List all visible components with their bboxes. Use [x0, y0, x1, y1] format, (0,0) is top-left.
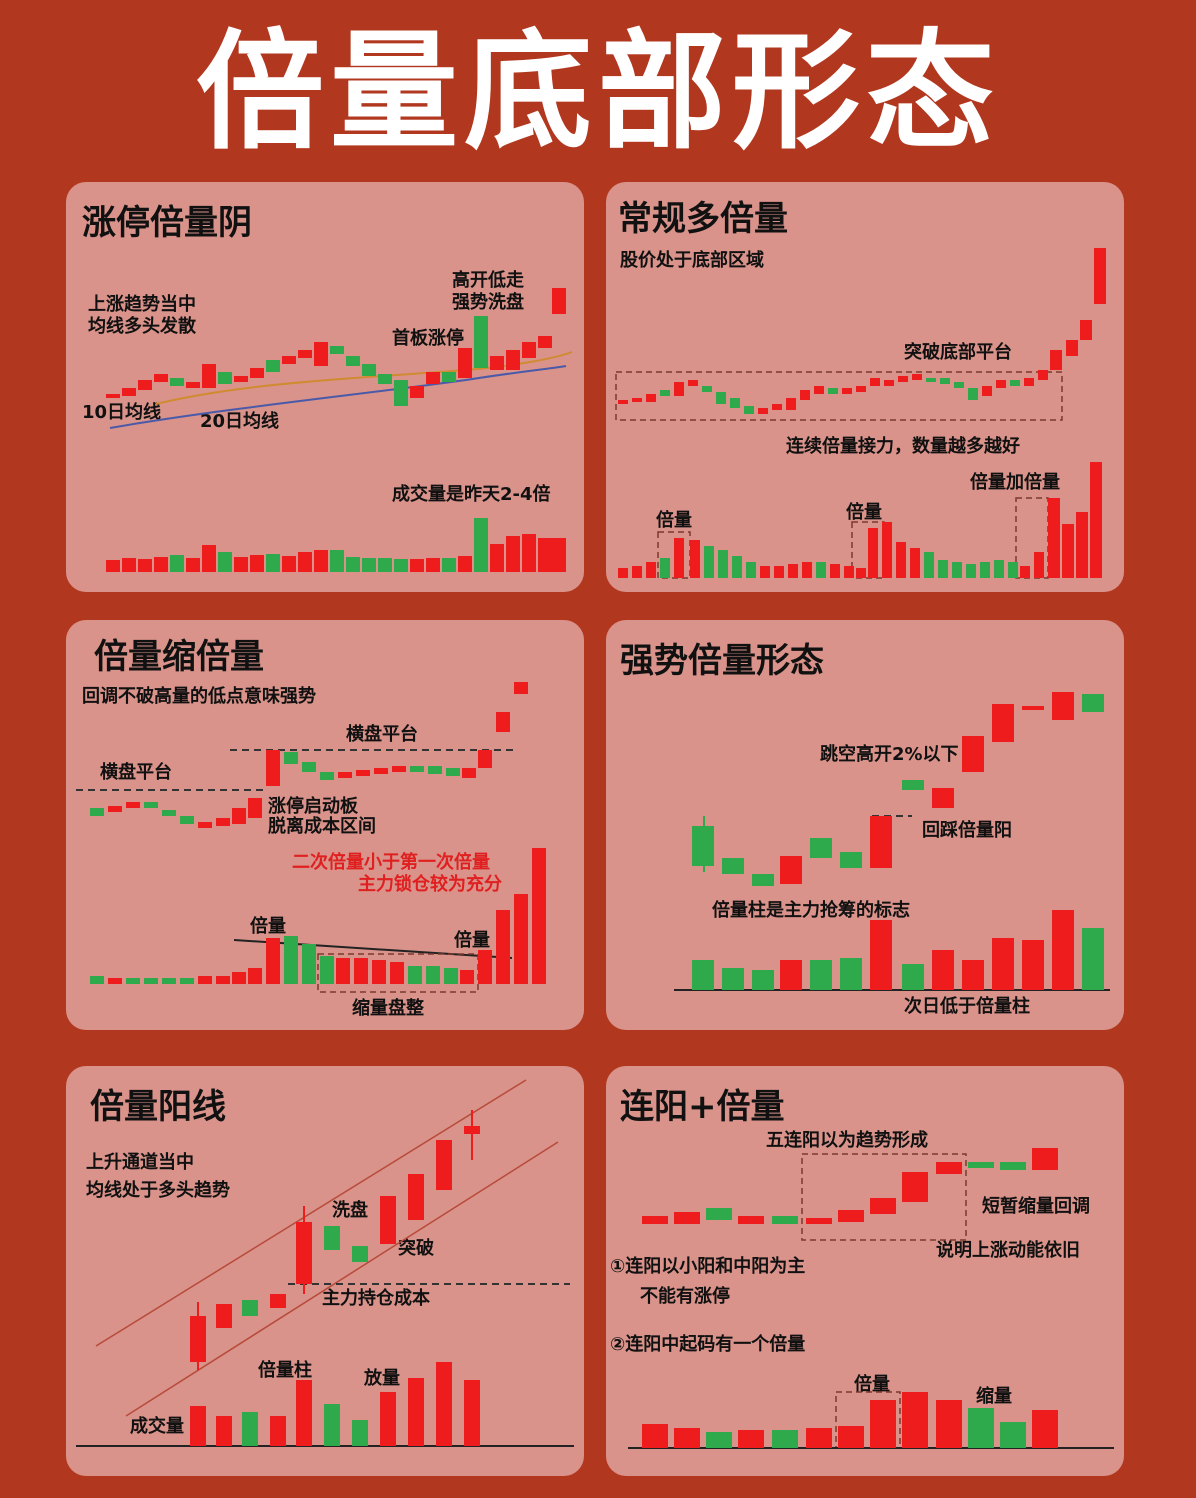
- annotation: 说明上涨动能依旧: [936, 1239, 1080, 1261]
- panel-lianyang-beiliang: 连阳+倍量 五连阳以为趋势形成 短暂缩量回调 说明上涨动能依旧 ①连阳以小阳和中…: [606, 1066, 1124, 1476]
- annotation: 倍量: [656, 509, 692, 531]
- annotation: 主力锁仓较为充分: [358, 873, 502, 895]
- annotation: 强势洗盘: [452, 291, 524, 313]
- annotation: 突破: [398, 1237, 434, 1259]
- annotation: 倍量柱是主力抢筹的标志: [712, 899, 910, 921]
- annotation: 倍量: [454, 929, 490, 951]
- ma20-line: [109, 365, 567, 429]
- annotation: 洗盘: [332, 1199, 368, 1221]
- panel-3-diagram: 倍量缩倍量 回调不破高量的低点意味强势 横盘平台 横盘平台 涨停启动板 脱离成本…: [76, 637, 546, 1019]
- candlesticks: [190, 1110, 480, 1370]
- panel-zhangting-beiliang-yin: 涨停倍量阴 上涨趋势当中 均线多头发散 10日均线 20日均线 首板涨停 高开低…: [66, 182, 584, 592]
- annotation: 倍量加倍量: [970, 471, 1060, 493]
- panel-title: 倍量缩倍量: [94, 637, 264, 677]
- bottom-platform-box: [615, 371, 1063, 421]
- volume-trend-line: [233, 939, 513, 959]
- annotation: 成交量是昨天2-4倍: [392, 483, 551, 505]
- ma10-line: [155, 351, 573, 405]
- panel-title: 连阳+倍量: [620, 1087, 785, 1127]
- annotation: 五连阳以为趋势形成: [766, 1129, 928, 1151]
- annotation: 短暂缩量回调: [982, 1195, 1090, 1217]
- panel-6-diagram: 连阳+倍量 五连阳以为趋势形成 短暂缩量回调 说明上涨动能依旧 ①连阳以小阳和中…: [610, 1087, 1114, 1449]
- volume-bars: [106, 518, 566, 572]
- panel-changgui-duo-beiliang: 常规多倍量 股价处于底部区域 突破底部平台 连续倍量接力，数量越多越好 倍量加倍…: [606, 182, 1124, 592]
- annotation: 主力持仓成本: [322, 1287, 430, 1309]
- panel-5-diagram: 倍量阳线 上升通道当中 均线处于多头趋势 洗盘 突破 主力持仓成本 倍量柱 放量…: [76, 1079, 574, 1447]
- panel-title: 涨停倍量阴: [82, 203, 252, 243]
- annotation: 倍量: [854, 1373, 890, 1395]
- annotation: 均线多头发散: [88, 315, 197, 337]
- volume-bars: [90, 848, 546, 984]
- main-title: 倍量底部形态: [195, 18, 1000, 167]
- candlesticks: [618, 248, 1106, 414]
- annotation: 均线处于多头趋势: [86, 1179, 230, 1201]
- volume-bars: [692, 910, 1104, 990]
- panel-title: 倍量阳线: [90, 1087, 226, 1127]
- panel-title: 强势倍量形态: [620, 641, 824, 681]
- annotation: 倍量: [846, 501, 882, 523]
- candlesticks: [90, 682, 528, 828]
- annotation: 连续倍量接力，数量越多越好: [786, 435, 1020, 457]
- annotation: 横盘平台: [346, 723, 418, 745]
- channel-lower: [125, 1141, 559, 1417]
- annotation: 涨停启动板: [268, 795, 359, 817]
- annotation: 次日低于倍量柱: [904, 995, 1030, 1017]
- annotation: 突破底部平台: [904, 341, 1012, 363]
- panel-1-diagram: 涨停倍量阴 上涨趋势当中 均线多头发散 10日均线 20日均线 首板涨停 高开低…: [82, 203, 573, 572]
- annotation: 不能有涨停: [640, 1285, 730, 1307]
- annotation: 首板涨停: [392, 327, 464, 349]
- annotation: 横盘平台: [100, 761, 172, 783]
- shrink-volume-box: [317, 953, 479, 993]
- annotation: 回踩倍量阳: [922, 819, 1012, 841]
- annotation: 缩量: [976, 1385, 1012, 1407]
- annotation: 跳空高开2%以下: [820, 743, 959, 765]
- annotation: 股价处于底部区域: [619, 249, 764, 271]
- annotation: 上升通道当中: [86, 1151, 194, 1173]
- annotation: 倍量柱: [258, 1359, 312, 1381]
- panel-title: 常规多倍量: [618, 199, 788, 239]
- panel-2-diagram: 常规多倍量 股价处于底部区域 突破底部平台 连续倍量接力，数量越多越好 倍量加倍…: [615, 199, 1106, 579]
- candlesticks: [692, 692, 1104, 886]
- annotation: 二次倍量小于第一次倍量: [292, 851, 490, 873]
- annotation: 缩量盘整: [352, 997, 424, 1019]
- ma10-label: 10日均线: [82, 401, 161, 423]
- panel-4-diagram: 强势倍量形态 跳空高开2%以下 回踩倍量阳 倍量柱是主力抢筹的标志 次日低于倍量…: [620, 641, 1110, 1017]
- volume-bars: [190, 1362, 480, 1446]
- annotation: 倍量: [250, 915, 286, 937]
- annotation: 放量: [363, 1367, 400, 1389]
- volume-bars: [642, 1392, 1058, 1448]
- panel-beiliang-suo-beiliang: 倍量缩倍量 回调不破高量的低点意味强势 横盘平台 横盘平台 涨停启动板 脱离成本…: [66, 620, 584, 1030]
- volume-bars: [618, 462, 1102, 578]
- ma20-label: 20日均线: [200, 410, 279, 432]
- annotation: ①连阳以小阳和中阳为主: [610, 1255, 805, 1277]
- annotation: 成交量: [130, 1415, 184, 1437]
- candlesticks: [642, 1148, 1058, 1224]
- five-yang-box: [801, 1153, 967, 1241]
- annotation: 脱离成本区间: [268, 815, 376, 837]
- panel-beiliang-yangxian: 倍量阳线 上升通道当中 均线处于多头趋势 洗盘 突破 主力持仓成本 倍量柱 放量…: [66, 1066, 584, 1476]
- annotation: ②连阳中起码有一个倍量: [610, 1333, 805, 1355]
- annotation: 上涨趋势当中: [88, 293, 196, 315]
- candlesticks: [106, 288, 566, 406]
- annotation: 高开低走: [452, 269, 524, 291]
- panel-qiangshi-beiliang-xingtai: 强势倍量形态 跳空高开2%以下 回踩倍量阳 倍量柱是主力抢筹的标志 次日低于倍量…: [606, 620, 1124, 1030]
- channel-upper: [95, 1079, 527, 1347]
- annotation: 回调不破高量的低点意味强势: [82, 685, 316, 707]
